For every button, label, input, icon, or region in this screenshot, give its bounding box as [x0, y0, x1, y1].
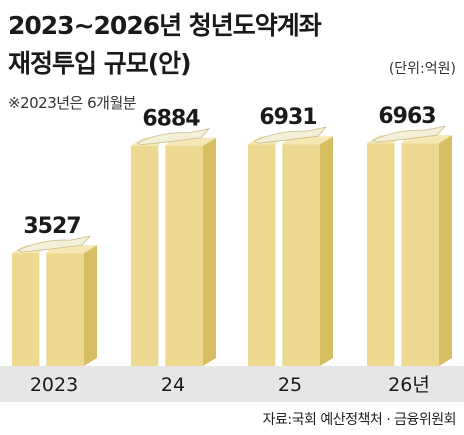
bar-26년: 6963 26년: [367, 104, 452, 396]
bar-24: 6884 24: [131, 107, 216, 396]
x-tick-label: 26년: [388, 374, 430, 396]
bar-2023: 3527 2023: [12, 214, 97, 396]
chart-title-line-1: 2023~2026년 청년도약계좌: [8, 11, 322, 40]
bar-ribbon: [275, 144, 283, 366]
bar-side-face: [320, 136, 333, 366]
bar-front-face: [131, 145, 203, 366]
unit-label: (단위:억원): [388, 61, 456, 77]
bar-ribbon: [394, 143, 402, 366]
x-tick-label: 2023: [30, 374, 78, 396]
source-label: 자료:국회 예산정책처 · 금융위원회: [262, 412, 457, 428]
bar-value-label: 6963: [378, 104, 435, 129]
bar-side-face: [439, 135, 452, 366]
bar-side-face: [203, 137, 216, 366]
x-tick-label: 24: [161, 374, 185, 396]
footnote: ※2023년은 6개월분: [8, 94, 137, 112]
bar-paper: [372, 125, 447, 143]
bar-value-label: 3527: [23, 214, 80, 239]
bar-front-face: [12, 253, 84, 366]
bar-side-face: [84, 245, 97, 366]
bar-value-label: 6884: [142, 107, 200, 132]
bar-ribbon: [158, 145, 166, 366]
x-axis-band: [0, 366, 464, 402]
bar-25: 6931 25: [248, 105, 333, 396]
chart-title-line-2: 재정투입 규모(안): [8, 49, 192, 78]
bar-front-face: [248, 144, 320, 366]
bar-paper: [136, 128, 211, 146]
bar-paper: [17, 235, 92, 253]
bar-paper: [253, 126, 328, 144]
bar-ribbon: [39, 253, 47, 366]
bar-front-face: [367, 143, 439, 366]
x-tick-label: 25: [278, 374, 302, 396]
bar-value-label: 6931: [259, 105, 316, 130]
